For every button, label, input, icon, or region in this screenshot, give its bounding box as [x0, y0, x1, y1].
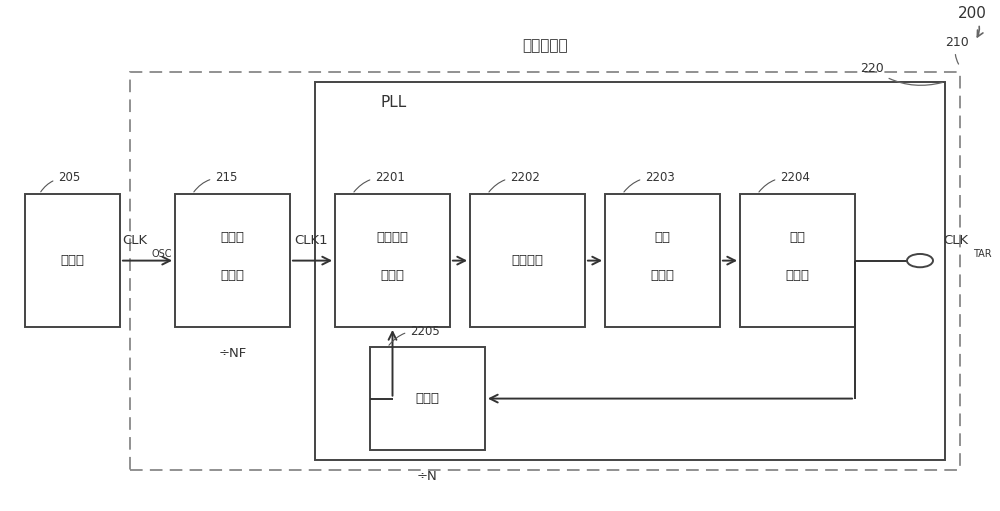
Bar	[740, 194, 855, 327]
Bar	[335, 194, 450, 327]
Bar	[25, 194, 120, 327]
Text: CLK1: CLK1	[294, 234, 328, 247]
Text: 2205: 2205	[389, 324, 440, 345]
Text: TAR: TAR	[973, 249, 992, 260]
Text: 215: 215	[194, 171, 238, 192]
Bar	[315, 82, 945, 460]
Text: 滤波器: 滤波器	[650, 269, 674, 283]
Text: 205: 205	[41, 171, 80, 192]
Text: 2204: 2204	[759, 171, 810, 192]
Text: OSC: OSC	[152, 249, 173, 260]
Text: 压控: 压控	[790, 231, 806, 244]
Text: CLK: CLK	[122, 234, 147, 247]
Text: PLL: PLL	[380, 95, 406, 109]
Bar	[370, 347, 485, 450]
Text: 振荡器: 振荡器	[786, 269, 810, 283]
Text: 低通: 低通	[654, 231, 670, 244]
Text: 频率合成器: 频率合成器	[522, 39, 568, 54]
Text: 电荷帮浦: 电荷帮浦	[512, 254, 544, 267]
Text: 210: 210	[945, 36, 969, 64]
Text: 2201: 2201	[354, 171, 405, 192]
Text: 2202: 2202	[489, 171, 540, 192]
Text: 振荡器: 振荡器	[61, 254, 85, 267]
Text: 2203: 2203	[624, 171, 675, 192]
Text: 分频器: 分频器	[416, 392, 440, 405]
Text: ÷N: ÷N	[417, 470, 438, 483]
Text: 200: 200	[958, 6, 987, 37]
Text: 侦测器: 侦测器	[380, 269, 404, 283]
Bar	[175, 194, 290, 327]
Bar	[605, 194, 720, 327]
Text: CLK: CLK	[943, 234, 968, 247]
Bar	[130, 72, 960, 470]
Text: 分数型: 分数型	[220, 231, 244, 244]
Circle shape	[907, 254, 933, 267]
Bar	[470, 194, 585, 327]
Text: 分频器: 分频器	[220, 269, 244, 283]
Text: ÷NF: ÷NF	[218, 347, 247, 360]
Text: 220: 220	[860, 61, 942, 85]
Text: 相位频率: 相位频率	[376, 231, 409, 244]
